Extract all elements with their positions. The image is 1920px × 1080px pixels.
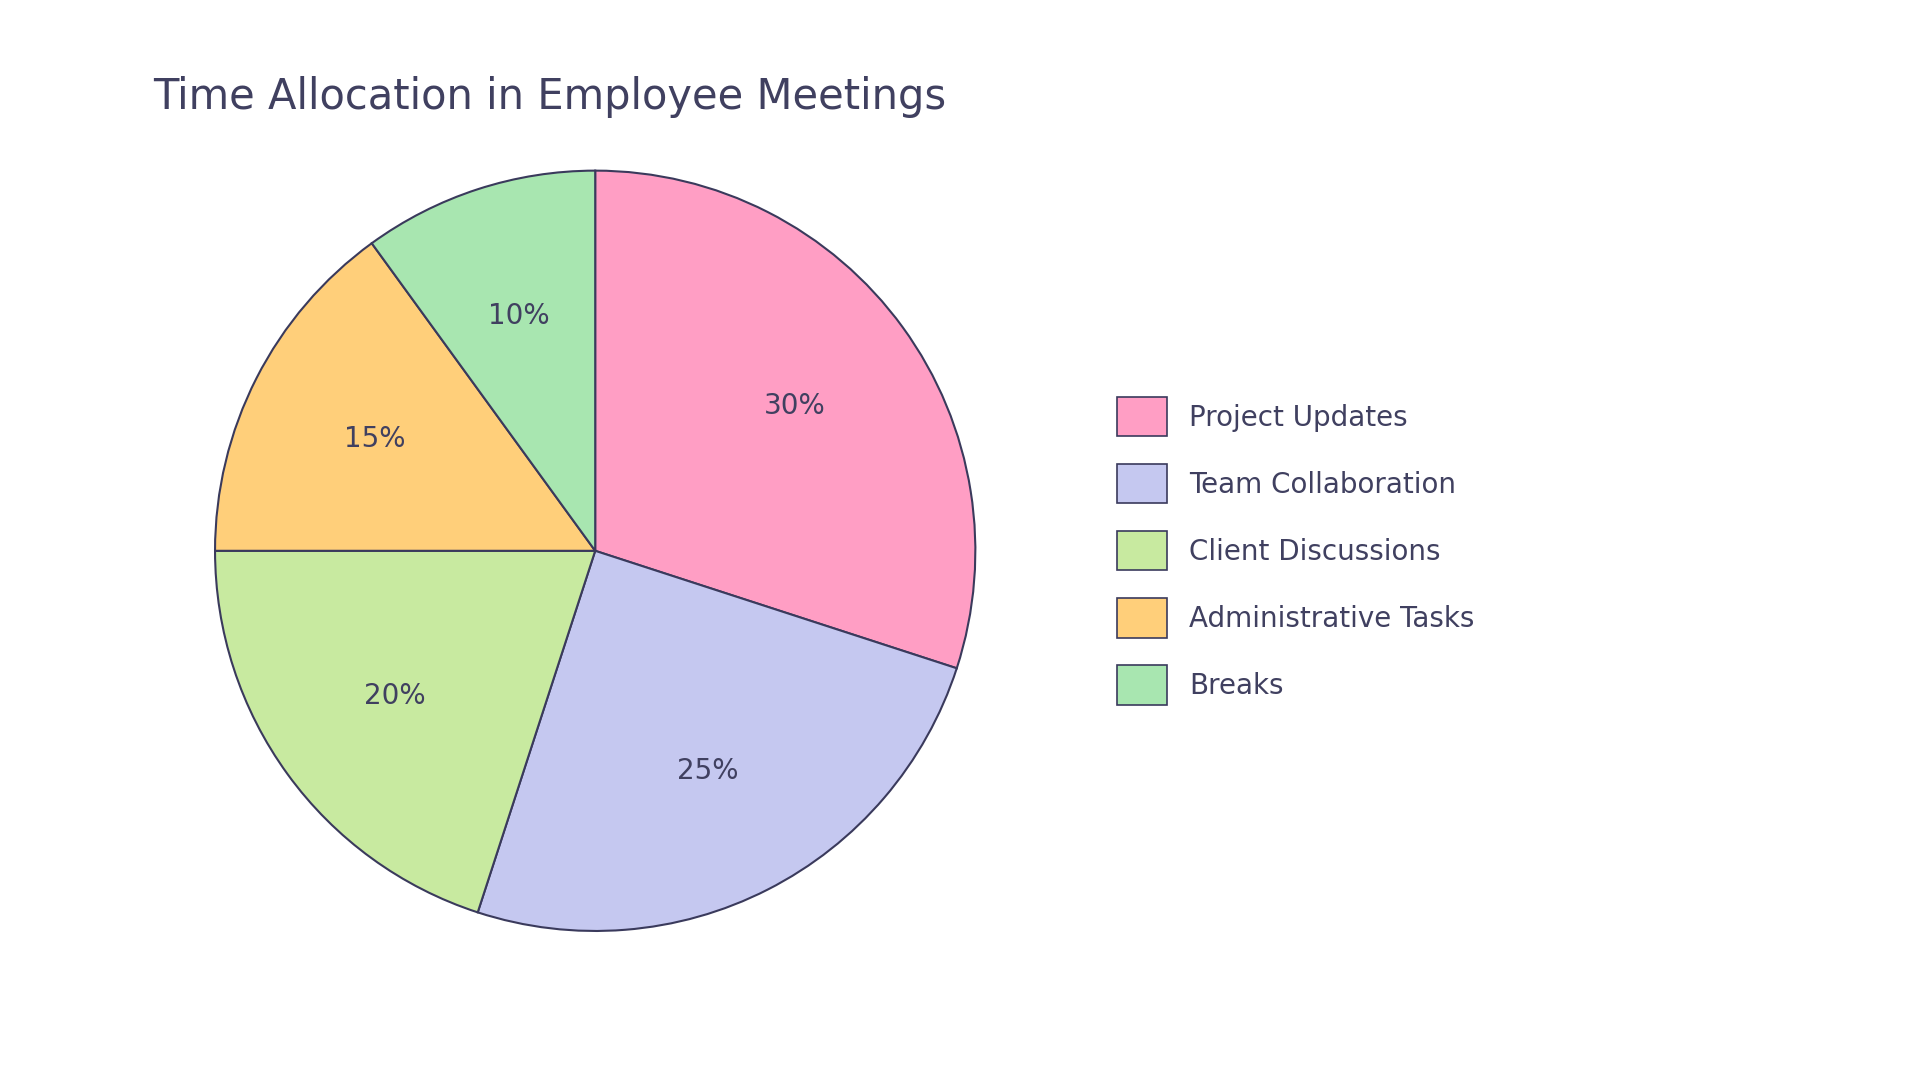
Text: 30%: 30% xyxy=(764,392,826,419)
Wedge shape xyxy=(215,243,595,551)
Wedge shape xyxy=(478,551,956,931)
Wedge shape xyxy=(595,171,975,669)
Wedge shape xyxy=(215,551,595,913)
Wedge shape xyxy=(372,171,595,551)
Text: 10%: 10% xyxy=(488,301,549,329)
Text: Time Allocation in Employee Meetings: Time Allocation in Employee Meetings xyxy=(154,76,947,118)
Text: 20%: 20% xyxy=(365,683,426,710)
Text: 25%: 25% xyxy=(676,757,737,785)
Text: 15%: 15% xyxy=(344,424,405,453)
Legend: Project Updates, Team Collaboration, Client Discussions, Administrative Tasks, B: Project Updates, Team Collaboration, Cli… xyxy=(1104,383,1488,718)
